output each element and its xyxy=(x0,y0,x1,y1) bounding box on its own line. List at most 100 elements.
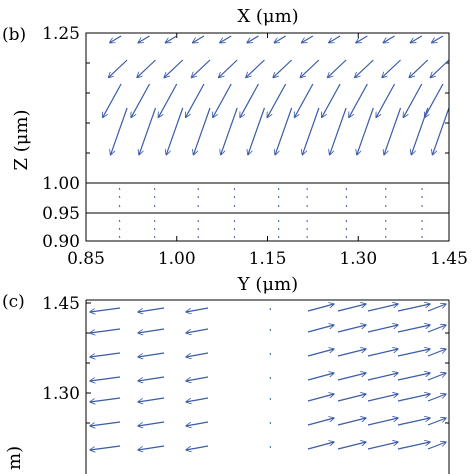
panel-b-arrow xyxy=(267,83,287,117)
panel-b-arrow xyxy=(300,59,320,78)
panel-b-arrow xyxy=(138,35,150,43)
panel-b-arrow xyxy=(410,35,423,43)
panel-c-arrow-left xyxy=(186,307,209,312)
panel-b-arrows xyxy=(103,35,450,155)
panel-b-ylabel: Z (μm) xyxy=(11,109,32,170)
panel-b-ytick-label: 0.90 xyxy=(42,232,80,252)
panel-b-arrow xyxy=(248,107,265,155)
panel-c-small-vector xyxy=(269,307,272,311)
panel-c-small-vector xyxy=(269,445,272,449)
panel-b-xlabel: Y (μm) xyxy=(237,274,298,295)
panel-b-small-vector xyxy=(153,235,156,239)
panel-b-arrow xyxy=(432,107,450,155)
panel-b-xtick-label: 0.85 xyxy=(67,249,105,269)
panel-b-small-vector xyxy=(384,235,387,239)
panel-b-arrow xyxy=(137,59,156,78)
panel-b-small-vector xyxy=(118,219,121,223)
panel-c-arrow-right xyxy=(307,418,334,426)
panel-b-label: (b) xyxy=(2,25,26,45)
panel-b-small-vector xyxy=(384,204,387,208)
panel-c-small-vector xyxy=(269,352,272,356)
panel-b-small-vector xyxy=(197,227,200,231)
panel-c-arrow-right xyxy=(337,373,366,381)
panel-b-arrow xyxy=(330,107,347,155)
panel-b-small-vector xyxy=(233,235,236,239)
panel-b-small-vector xyxy=(233,227,236,231)
panel-c-arrow-right xyxy=(397,373,430,381)
panel-c-ytick-label: 1.30 xyxy=(42,384,80,404)
panel-c-arrow-right xyxy=(367,325,398,333)
panel-b-arrow xyxy=(164,59,184,78)
panel-b-arrow xyxy=(213,83,232,117)
panel-b-arrow xyxy=(425,83,444,117)
panel-c-arrow-left xyxy=(90,376,121,381)
panel-b-small-vector xyxy=(345,235,348,239)
panel-c-arrow-right xyxy=(337,418,366,426)
panel-b-arrow xyxy=(357,107,374,155)
panel-c-arrow-left xyxy=(90,328,121,333)
panel-b-arrow xyxy=(322,83,341,117)
panel-b-small-vector xyxy=(421,219,423,223)
panel-b-small-vector xyxy=(345,195,348,199)
panel-c-small-vector xyxy=(269,328,272,332)
panel-c: (c) m) 1.45 1.30 xyxy=(2,292,450,474)
panel-b-xtick-label: 1.45 xyxy=(430,249,468,269)
panel-c-arrow-right xyxy=(427,394,446,402)
panel-b-arrow xyxy=(355,59,374,78)
panel-b-small-vector xyxy=(421,204,423,208)
panel-b-small-vector xyxy=(118,195,121,199)
panel-b-small-vector xyxy=(306,195,308,199)
panel-c-arrow-left xyxy=(186,328,209,333)
panel-b-small-vector xyxy=(306,219,308,223)
panel-b-small-vector xyxy=(306,235,308,239)
panel-b-small-vector xyxy=(306,204,308,208)
panel-c-arrow-right xyxy=(397,304,430,312)
panel-b-arrow xyxy=(139,107,157,155)
panel-c-arrow-right xyxy=(367,394,398,402)
panel-c-arrow-right xyxy=(397,418,430,426)
panel-b-small-vector xyxy=(197,219,200,223)
panel-b-small-vector xyxy=(153,204,156,208)
panel-b-arrow xyxy=(383,35,395,43)
panel-b-top-xlabel: X (μm) xyxy=(237,6,298,27)
panel-b-xticks: 0.85 1.00 1.15 1.30 1.45 xyxy=(67,33,468,269)
panel-b-arrow xyxy=(274,35,286,43)
panel-c-arrow-left xyxy=(138,397,165,402)
panel-b-small-vector xyxy=(277,227,280,231)
panel-b-small-vector xyxy=(421,187,423,191)
panel-c-arrow-right xyxy=(307,442,334,450)
panel-b: (b) X (μm) Z (μm) Y (μm) 1.25 1.00 0.95 0.9… xyxy=(2,6,468,295)
panel-b-small-vector xyxy=(384,227,387,231)
panel-c-arrow-right xyxy=(427,325,446,333)
panel-b-arrow xyxy=(219,59,238,78)
panel-b-small-vector xyxy=(153,219,156,223)
panel-b-small-vector xyxy=(277,219,280,223)
panel-b-arrow xyxy=(430,59,450,78)
panel-c-arrow-right xyxy=(337,304,366,312)
panel-c-arrow-right xyxy=(427,349,446,357)
panel-c-arrow-right xyxy=(397,349,430,357)
panel-b-small-vector xyxy=(118,204,121,208)
panel-b-small-vector xyxy=(384,219,387,223)
panel-c-arrow-left xyxy=(138,376,165,381)
panel-b-ytick-label: 1.25 xyxy=(42,24,80,44)
panel-c-arrow-right xyxy=(307,394,334,402)
panel-c-arrow-right xyxy=(397,394,430,402)
panel-b-arrow xyxy=(103,83,122,117)
panel-c-yticks: 1.45 1.30 xyxy=(42,294,449,424)
panel-c-label: (c) xyxy=(2,292,25,312)
panel-b-arrow xyxy=(432,35,444,43)
panel-b-arrow xyxy=(165,35,178,43)
panel-b-arrow xyxy=(111,107,128,155)
panel-b-small-vector xyxy=(345,204,348,208)
panel-b-small-vector xyxy=(345,219,348,223)
panel-c-arrow-left xyxy=(186,445,209,450)
panel-c-arrow-right xyxy=(397,325,430,333)
panel-b-arrow xyxy=(376,83,396,117)
panel-b-yticks: 1.25 1.00 0.95 0.90 xyxy=(42,24,449,252)
panel-b-small-vector xyxy=(384,195,387,199)
panel-b-arrow xyxy=(131,83,151,117)
panel-b-arrow xyxy=(186,83,205,117)
panel-c-arrow-right xyxy=(337,325,366,333)
